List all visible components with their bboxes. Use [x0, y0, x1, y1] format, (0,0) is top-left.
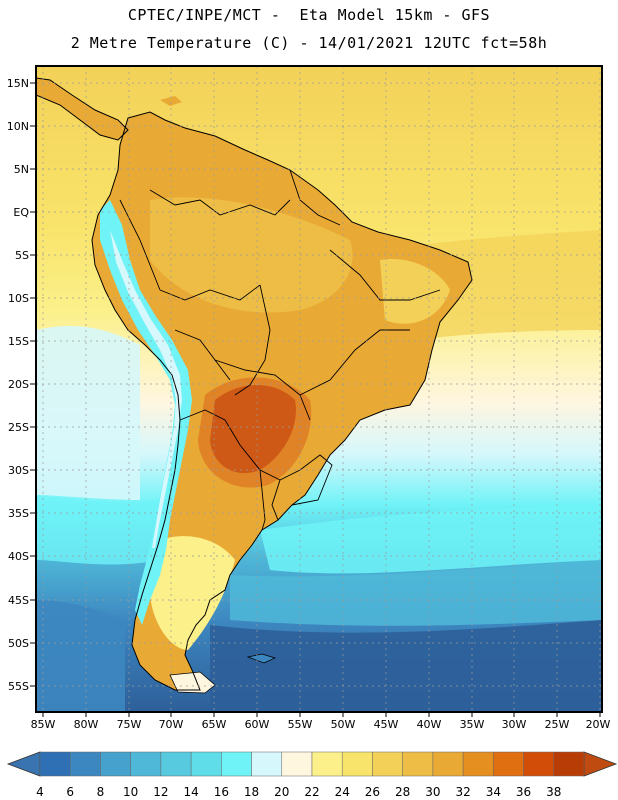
amazon-warm-zone: [150, 197, 353, 313]
colorbar-label: 20: [274, 785, 289, 799]
lat-label: EQ: [13, 206, 29, 219]
lat-label: 15S: [8, 335, 29, 348]
colorbar-right-arrow: [583, 751, 618, 777]
tierra-del-fuego: [170, 672, 215, 693]
longitude-labels: 85W 80W 75W 70W 65W 60W 55W 50W 45W 40W …: [31, 718, 611, 731]
colorbar-swatch: [311, 751, 343, 777]
andes-white-strip: [110, 230, 182, 548]
andes-cold-strip: [100, 200, 192, 625]
colorbar-swatch: [39, 751, 71, 777]
lat-label: 35S: [8, 507, 29, 520]
colorbar-label: 18: [244, 785, 259, 799]
colorbar-label: 22: [304, 785, 319, 799]
central-america-coast: [36, 77, 129, 141]
colorbar-label: 34: [486, 785, 501, 799]
colorbar-label: 26: [365, 785, 380, 799]
colorbar-swatch: [523, 751, 555, 777]
central-america: [36, 78, 128, 140]
lat-label: 15N: [7, 77, 29, 90]
lon-label: 55W: [288, 718, 313, 731]
pacific-deep-band: [36, 600, 125, 712]
colorbar-swatch: [341, 751, 373, 777]
lat-label: 50S: [8, 637, 29, 650]
northeast-light-zone: [380, 259, 450, 324]
tick-marks: [30, 82, 601, 717]
colorbar-swatch: [251, 751, 283, 777]
colorbar-label: 16: [214, 785, 229, 799]
colorbar-swatch: [372, 751, 403, 777]
map-subtitle: 2 Metre Temperature (C) - 14/01/2021 12U…: [70, 34, 548, 52]
lon-label: 85W: [31, 718, 56, 731]
colorbar-label: 6: [66, 785, 74, 799]
lat-label: 20S: [8, 378, 29, 391]
lon-label: 50W: [331, 718, 356, 731]
colorbar: 4 6 8 10 12 14 16 18 20 22 24 26 28 30 32 34 36 38: [6, 751, 618, 799]
lat-label: 55S: [8, 680, 29, 693]
colorbar-label: 8: [97, 785, 105, 799]
colorbar-label: 36: [516, 785, 531, 799]
pacific-cyan-band: [36, 495, 160, 565]
lon-label: 20W: [586, 718, 611, 731]
map-title: CPTEC/INPE/MCT - Eta Model 15km - GFS: [127, 6, 491, 24]
colorbar-swatch: [281, 751, 313, 777]
colorbar-label: 4: [36, 785, 44, 799]
coastline: [91, 111, 473, 691]
map-frame: [35, 65, 603, 713]
lon-label: 65W: [202, 718, 227, 731]
lat-label: 5S: [15, 249, 29, 262]
lon-label: 25W: [545, 718, 570, 731]
lon-label: 80W: [74, 718, 99, 731]
lat-label: 30S: [8, 464, 29, 477]
colorbar-swatch: [493, 751, 524, 777]
lat-label: 5N: [14, 163, 29, 176]
colorbar-swatch: [221, 751, 252, 777]
colorbar-label: 14: [183, 785, 198, 799]
colorbar-left-arrow: [6, 751, 41, 777]
lon-label: 40W: [417, 718, 442, 731]
lon-label: 35W: [460, 718, 485, 731]
lon-label: 70W: [159, 718, 184, 731]
country-borders: [119, 169, 441, 531]
lon-label: 60W: [245, 718, 270, 731]
colorbar-label: 12: [153, 785, 168, 799]
pacific-cold-band: [36, 325, 140, 500]
colorbar-swatch: [462, 751, 494, 777]
graticule: [36, 66, 602, 712]
lat-label: 10S: [8, 292, 29, 305]
atlantic-deep-band: [210, 620, 602, 712]
lat-label: 45S: [8, 594, 29, 607]
colorbar-swatch: [69, 751, 101, 777]
colorbar-label: 28: [395, 785, 410, 799]
colorbar-swatch: [130, 751, 162, 777]
colorbar-swatch: [190, 751, 222, 777]
colorbar-label: 38: [546, 785, 561, 799]
colorbar-swatch: [160, 751, 192, 777]
lon-label: 45W: [374, 718, 399, 731]
colorbar-label: 30: [425, 785, 440, 799]
latitude-labels: 15N 10N 5N EQ 5S 10S 15S 20S 25S 30S 35S…: [7, 77, 30, 693]
colorbar-swatch: [553, 751, 585, 777]
lat-label: 40S: [8, 550, 29, 563]
lat-label: 25S: [8, 421, 29, 434]
atlantic-mid-band: [230, 560, 602, 626]
lon-label: 75W: [117, 718, 142, 731]
colorbar-label: 32: [455, 785, 470, 799]
lon-label: 30W: [502, 718, 527, 731]
colorbar-swatch: [402, 751, 434, 777]
hot-ring-zone: [198, 377, 312, 488]
colorbar-label: 24: [335, 785, 350, 799]
caribbean-islands: [160, 96, 182, 106]
tierra-del-fuego-coast: [169, 671, 216, 694]
lat-label: 10N: [7, 120, 29, 133]
colorbar-swatch: [432, 751, 464, 777]
colorbar-swatch: [100, 751, 131, 777]
colorbar-label: 10: [123, 785, 138, 799]
